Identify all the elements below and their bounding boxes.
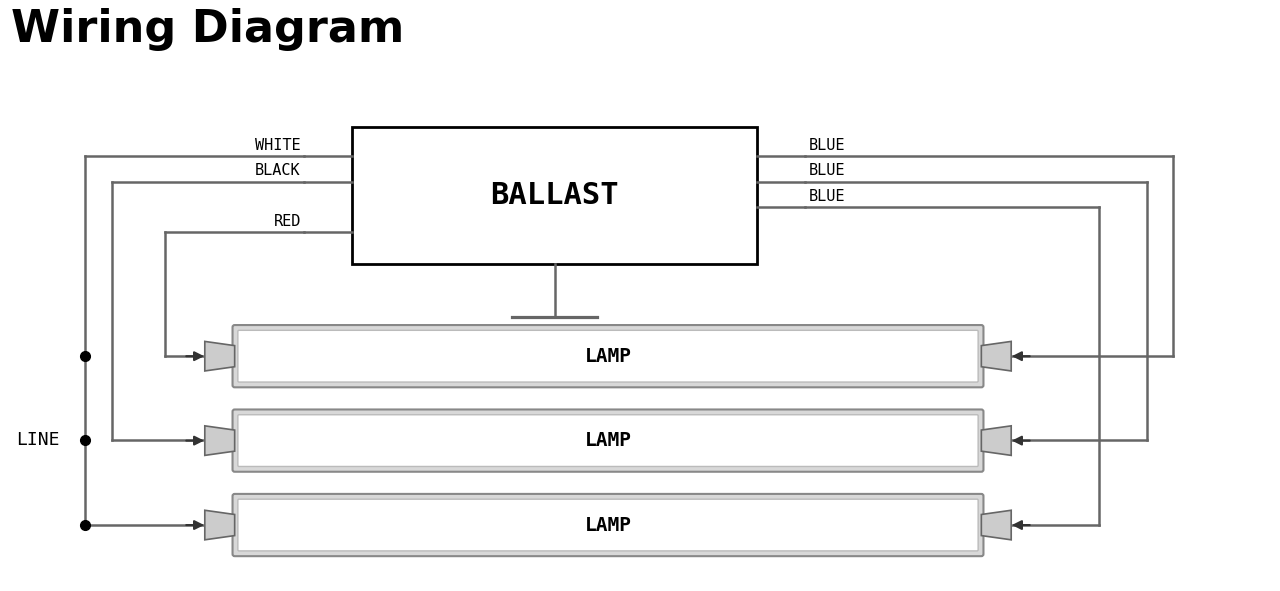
Text: WHITE: WHITE	[255, 138, 301, 153]
Text: LAMP: LAMP	[585, 347, 631, 366]
Text: LINE: LINE	[15, 431, 59, 449]
FancyBboxPatch shape	[238, 499, 978, 551]
Text: BLUE: BLUE	[809, 163, 845, 178]
FancyBboxPatch shape	[233, 325, 983, 387]
Text: LAMP: LAMP	[585, 515, 631, 534]
Text: LAMP: LAMP	[585, 431, 631, 450]
Bar	[352, 126, 758, 264]
Text: BLUE: BLUE	[809, 189, 845, 204]
Polygon shape	[205, 342, 234, 371]
Text: BALLAST: BALLAST	[490, 181, 620, 210]
FancyBboxPatch shape	[233, 410, 983, 472]
Text: BLACK: BLACK	[255, 163, 301, 178]
FancyBboxPatch shape	[233, 494, 983, 556]
Polygon shape	[205, 510, 234, 540]
Text: BLUE: BLUE	[809, 138, 845, 153]
Polygon shape	[982, 342, 1011, 371]
Text: RED: RED	[274, 214, 301, 229]
Polygon shape	[982, 510, 1011, 540]
FancyBboxPatch shape	[238, 330, 978, 382]
Polygon shape	[982, 426, 1011, 456]
Polygon shape	[205, 426, 234, 456]
Text: Wiring Diagram: Wiring Diagram	[10, 8, 404, 51]
FancyBboxPatch shape	[238, 415, 978, 466]
